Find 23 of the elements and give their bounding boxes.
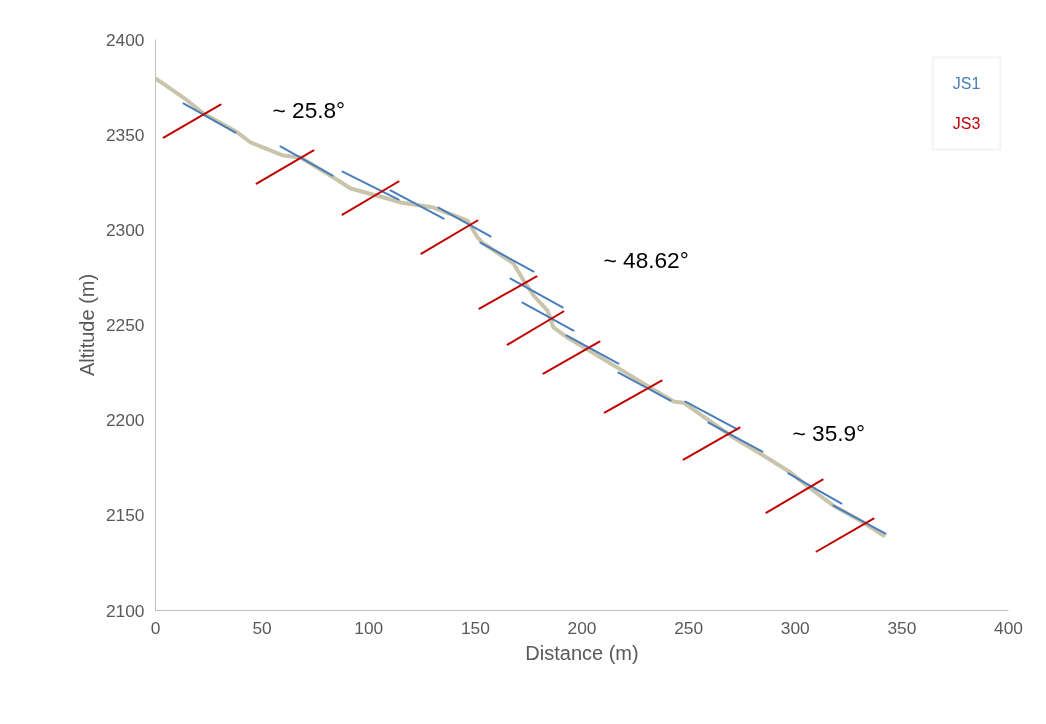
x-tick-label: 50: [252, 617, 272, 638]
x-tick-label: 100: [354, 617, 384, 638]
x-tick-label: 150: [460, 617, 490, 638]
text: JS3: [952, 115, 981, 132]
x-tick-label: 350: [887, 617, 917, 638]
y-tick-label: 2150: [105, 505, 145, 526]
y-tick-label: 2250: [105, 315, 145, 335]
x-tick-label: 200: [567, 617, 597, 638]
y-tick-label: 2350: [105, 124, 145, 145]
x-tick-label: 300: [780, 617, 810, 638]
annotation: ~ 35.9°: [792, 419, 866, 446]
annotation: ~ 25.8°: [272, 96, 346, 123]
text: JS1: [952, 75, 981, 92]
y-axis-title: Altitude (m): [75, 273, 98, 377]
x-tick-label: 0: [150, 617, 161, 638]
x-tick-label: 250: [674, 617, 704, 638]
y-tick-label: 2400: [105, 29, 145, 50]
y-tick-label: 2200: [105, 410, 145, 431]
x-axis-title: Distance (m): [525, 641, 639, 664]
y-tick-label: 2100: [105, 600, 145, 621]
annotation: ~ 48.62°: [603, 246, 689, 273]
x-tick-label: 400: [994, 617, 1023, 638]
y-tick-label: 2300: [105, 219, 145, 240]
